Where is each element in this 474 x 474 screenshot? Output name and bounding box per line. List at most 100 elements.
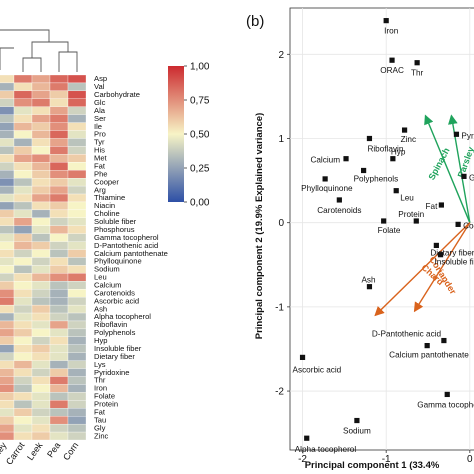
heatmap-cell [49, 241, 69, 250]
heatmap-cell [0, 360, 15, 369]
heatmap-cell [67, 170, 87, 179]
heatmap-cell [13, 146, 33, 155]
heatmap-cell [49, 106, 69, 115]
heatmap-cell [0, 400, 15, 409]
heatmap-cell [0, 336, 15, 345]
pca-point [304, 435, 310, 441]
heatmap-row-label: Val [94, 82, 105, 91]
heatmap-cell [0, 289, 15, 298]
heatmap-cell [67, 146, 87, 155]
heatmap-cell [0, 106, 15, 115]
heatmap-row-label: Lys [94, 360, 106, 369]
heatmap-cell [31, 320, 51, 330]
heatmap-cell [0, 233, 15, 242]
heatmap-cell [13, 360, 33, 369]
y-tick-label: 2 [278, 50, 284, 61]
pca-point-label: Sodium [343, 427, 371, 436]
heatmap-cell [31, 384, 51, 393]
heatmap-cell [67, 217, 87, 226]
heatmap-column-label: ley [0, 440, 9, 456]
dendrogram-branch [31, 41, 69, 58]
pca-point-label: Leu [400, 194, 414, 203]
heatmap-cell [67, 257, 87, 266]
heatmap-cell [31, 138, 51, 147]
heatmap-cell [13, 431, 33, 441]
heatmap-cell [67, 312, 87, 322]
heatmap-row-label: Fat [94, 407, 106, 416]
heatmap-cell [0, 170, 15, 179]
heatmap-row-label: Ser [94, 114, 106, 123]
heatmap-cell [31, 289, 51, 298]
heatmap-cell [49, 185, 69, 195]
heatmap-cell [31, 408, 51, 417]
heatmap-cell [49, 344, 69, 353]
heatmap-cell [67, 336, 87, 345]
pca-point-label: Protein [398, 210, 424, 219]
pca-point-label: Alpha tocopherol [295, 445, 357, 454]
heatmap-cell [0, 416, 15, 425]
colorbar: 1,00 0,75 0,50 0,25 0,00 [168, 62, 210, 209]
heatmap-cell [13, 90, 33, 99]
heatmap-row-label: Cooper [94, 177, 119, 186]
heatmap-cell [13, 297, 33, 306]
dendrogram-branch [58, 51, 78, 72]
pca-point [366, 135, 373, 142]
pca-point [424, 343, 430, 349]
pca-point-label: Phylloquinone [301, 184, 353, 193]
heatmap-cell [0, 368, 15, 377]
heatmap-cell [49, 138, 69, 147]
heatmap-cell [67, 416, 87, 425]
heatmap-cell [49, 352, 69, 361]
heatmap-cell [13, 423, 33, 433]
heatmap-cell [0, 122, 15, 131]
panel-b-label: (b) [246, 13, 264, 30]
heatmap-cell [49, 225, 69, 234]
heatmap-cell [13, 273, 33, 282]
heatmap-cell [31, 431, 51, 441]
heatmap-cell [31, 178, 51, 187]
heatmap-cell [13, 130, 33, 139]
heatmap-cell [0, 217, 15, 226]
heatmap-cell [67, 201, 87, 211]
heatmap-cell [13, 178, 33, 187]
pca-point-label: Polyphenols [354, 174, 399, 183]
heatmap-cell [49, 392, 69, 401]
heatmap-cell [13, 249, 33, 258]
heatmap-cell [13, 233, 33, 242]
heatmap-cell [67, 384, 87, 393]
heatmap-cell [13, 336, 33, 345]
heatmap-cell [0, 376, 15, 385]
heatmap-cell [67, 154, 87, 163]
heatmap-cell [0, 423, 15, 433]
heatmap-row-label: Calcium pantothenate [94, 249, 168, 258]
heatmap-cell [31, 281, 51, 290]
heatmap-cell [67, 376, 87, 385]
heatmap-cell [0, 130, 15, 139]
heatmap-cell [13, 106, 33, 115]
heatmap-cell [49, 201, 69, 211]
heatmap-cell [31, 297, 51, 306]
pca-point [366, 284, 373, 290]
heatmap-cell [31, 344, 51, 353]
heatmap-cell [67, 297, 87, 306]
heatmap-cell [31, 368, 51, 377]
x-tick-label: -2 [298, 454, 307, 465]
heatmap-cell [13, 154, 33, 163]
heatmap-row-label: Thiamine [94, 193, 125, 202]
y-tick-label: -1 [275, 302, 284, 313]
heatmap-row-label: D-Pantothenic acid [94, 241, 158, 250]
heatmap-cell [49, 304, 69, 314]
heatmap-cell [0, 162, 15, 171]
heatmap-cell [0, 431, 15, 441]
heatmap-cell [0, 138, 15, 147]
colorbar-tick-label: 0,50 [190, 130, 210, 141]
heatmap-cell [0, 281, 15, 290]
heatmap-cell [13, 225, 33, 234]
loading-vector [413, 222, 471, 313]
loading-vector [374, 222, 471, 317]
pca-point [381, 218, 387, 224]
heatmap-cell [31, 146, 51, 155]
heatmap-cell [0, 241, 15, 250]
